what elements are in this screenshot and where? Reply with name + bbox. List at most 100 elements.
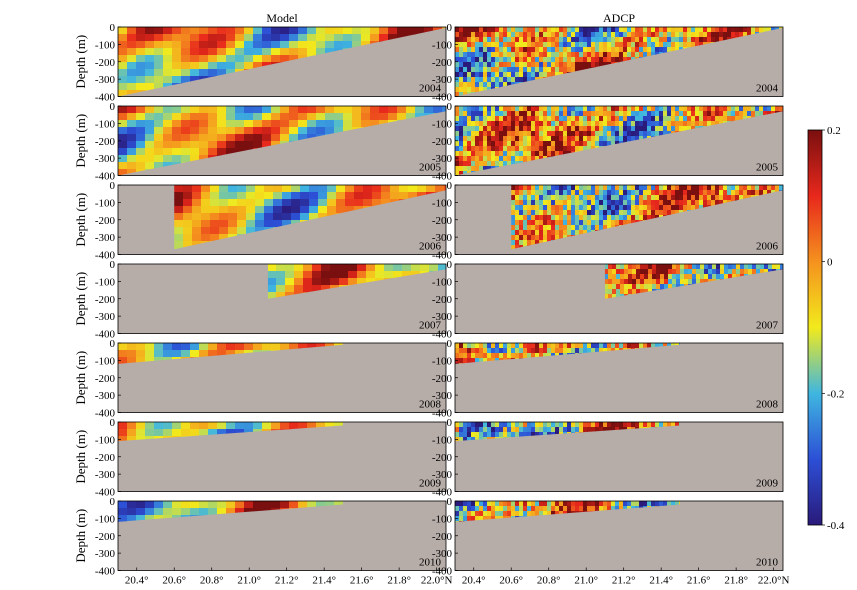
velocity-cell xyxy=(118,55,128,63)
velocity-cell xyxy=(740,269,745,275)
velocity-cell xyxy=(406,113,416,121)
velocity-cell xyxy=(607,225,612,231)
velocity-cell xyxy=(691,205,696,211)
velocity-cell xyxy=(619,121,624,127)
velocity-cell xyxy=(675,195,680,201)
velocity-cell xyxy=(318,192,328,200)
velocity-cell xyxy=(483,141,488,147)
velocity-cell xyxy=(527,235,532,241)
velocity-cell xyxy=(535,185,540,191)
velocity-cell xyxy=(535,225,540,231)
velocity-cell xyxy=(280,134,290,142)
velocity-cell xyxy=(579,141,584,147)
velocity-cell xyxy=(656,274,661,280)
velocity-cell xyxy=(643,32,648,38)
velocity-cell xyxy=(459,77,464,83)
velocity-cell xyxy=(325,106,335,114)
velocity-cell xyxy=(531,27,536,33)
velocity-cell xyxy=(264,192,274,200)
velocity-cell xyxy=(591,121,596,127)
velocity-cell xyxy=(555,151,560,157)
velocity-cell xyxy=(547,42,552,48)
velocity-cell xyxy=(559,131,564,137)
velocity-cell xyxy=(145,48,155,56)
velocity-cell xyxy=(535,151,540,157)
velocity-cell xyxy=(511,72,516,78)
velocity-cell xyxy=(607,32,612,38)
velocity-cell xyxy=(280,27,290,35)
velocity-cell xyxy=(491,126,496,132)
velocity-cell xyxy=(318,199,328,207)
velocity-cell xyxy=(467,27,472,33)
velocity-cell xyxy=(751,111,756,117)
velocity-cell xyxy=(487,52,492,58)
velocity-cell xyxy=(691,195,696,201)
velocity-cell xyxy=(575,62,580,68)
velocity-cell xyxy=(199,48,209,56)
velocity-cell xyxy=(620,264,625,270)
velocity-cell xyxy=(463,32,468,38)
velocity-cell xyxy=(623,220,628,226)
velocity-cell xyxy=(767,185,772,191)
velocity-cell xyxy=(583,141,588,147)
velocity-cell xyxy=(579,215,584,221)
velocity-cell xyxy=(459,27,464,33)
velocity-cell xyxy=(692,269,697,275)
velocity-cell xyxy=(479,87,484,93)
velocity-cell xyxy=(487,67,492,73)
velocity-cell xyxy=(527,121,532,127)
velocity-cell xyxy=(651,37,656,43)
velocity-cell xyxy=(543,210,548,216)
velocity-cell xyxy=(467,121,472,127)
velocity-cell xyxy=(127,55,137,63)
velocity-cell xyxy=(190,76,200,84)
velocity-cell xyxy=(527,57,532,63)
velocity-cell xyxy=(435,185,445,193)
velocity-cell xyxy=(543,141,548,147)
velocity-cell xyxy=(611,215,616,221)
velocity-cell xyxy=(604,274,609,280)
velocity-cell xyxy=(271,113,281,121)
velocity-cell xyxy=(667,185,672,191)
velocity-cell xyxy=(579,185,584,191)
velocity-cell xyxy=(273,206,283,214)
velocity-cell xyxy=(511,230,516,236)
velocity-cell xyxy=(511,116,516,122)
velocity-cell xyxy=(679,106,684,112)
velocity-cell xyxy=(763,27,768,33)
velocity-cell xyxy=(535,200,540,206)
velocity-cell xyxy=(190,106,200,114)
velocity-cell xyxy=(523,77,528,83)
velocity-cell xyxy=(174,227,184,235)
velocity-cell xyxy=(671,111,676,117)
velocity-cell xyxy=(739,185,744,191)
velocity-cell xyxy=(192,199,202,207)
velocity-cell xyxy=(467,166,472,172)
velocity-cell xyxy=(316,48,326,56)
velocity-cell xyxy=(519,146,524,152)
velocity-cell xyxy=(483,166,488,172)
velocity-cell xyxy=(744,264,749,270)
velocity-cell xyxy=(471,47,476,53)
velocity-cell xyxy=(475,161,480,167)
velocity-cell xyxy=(519,200,524,206)
velocity-cell xyxy=(695,27,700,33)
velocity-cell xyxy=(475,126,480,132)
velocity-cell xyxy=(651,42,656,48)
velocity-cell xyxy=(543,111,548,117)
velocity-cell xyxy=(723,195,728,201)
velocity-cell xyxy=(615,210,620,216)
velocity-cell xyxy=(715,37,720,43)
velocity-cell xyxy=(507,141,512,147)
velocity-cell xyxy=(679,195,684,201)
velocity-cell xyxy=(467,151,472,157)
velocity-cell xyxy=(611,116,616,122)
velocity-cell xyxy=(647,32,652,38)
velocity-cell xyxy=(523,210,528,216)
velocity-cell xyxy=(535,32,540,38)
velocity-cell xyxy=(567,106,572,112)
velocity-cell xyxy=(719,32,724,38)
velocity-cell xyxy=(603,42,608,48)
velocity-cell xyxy=(174,234,184,242)
velocity-cell xyxy=(647,195,652,201)
